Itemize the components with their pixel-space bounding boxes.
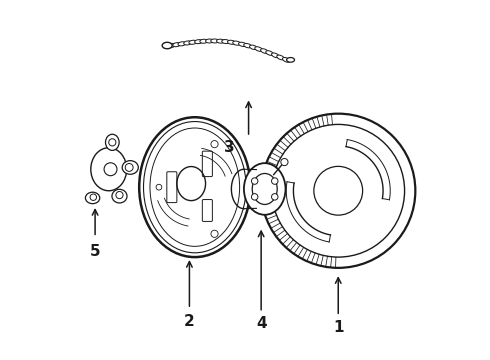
Circle shape xyxy=(271,194,278,200)
Ellipse shape xyxy=(206,39,214,43)
Text: 2: 2 xyxy=(184,314,195,329)
Ellipse shape xyxy=(162,42,172,49)
Ellipse shape xyxy=(122,161,138,174)
Ellipse shape xyxy=(244,44,251,48)
Circle shape xyxy=(281,158,288,166)
Text: 1: 1 xyxy=(333,320,343,334)
Ellipse shape xyxy=(266,51,273,55)
Ellipse shape xyxy=(222,40,230,44)
Text: 4: 4 xyxy=(256,316,267,331)
Ellipse shape xyxy=(189,40,197,44)
Ellipse shape xyxy=(173,42,181,47)
Ellipse shape xyxy=(261,49,268,53)
Text: 5: 5 xyxy=(90,244,100,259)
Ellipse shape xyxy=(195,40,202,44)
Ellipse shape xyxy=(168,44,175,48)
Ellipse shape xyxy=(85,192,100,204)
Ellipse shape xyxy=(283,58,290,62)
Ellipse shape xyxy=(244,163,286,215)
Ellipse shape xyxy=(271,53,279,58)
Ellipse shape xyxy=(105,134,119,150)
Ellipse shape xyxy=(178,42,186,46)
Ellipse shape xyxy=(255,47,262,51)
Ellipse shape xyxy=(200,39,208,43)
Ellipse shape xyxy=(239,42,246,46)
Circle shape xyxy=(271,178,278,184)
Ellipse shape xyxy=(287,58,294,62)
Ellipse shape xyxy=(211,39,219,43)
Text: 3: 3 xyxy=(223,140,234,155)
Ellipse shape xyxy=(217,39,224,43)
Ellipse shape xyxy=(91,148,126,191)
Circle shape xyxy=(251,194,258,200)
Ellipse shape xyxy=(249,45,257,50)
Ellipse shape xyxy=(227,40,235,44)
Ellipse shape xyxy=(184,41,192,45)
Ellipse shape xyxy=(112,189,127,203)
Ellipse shape xyxy=(233,41,241,45)
Circle shape xyxy=(251,178,258,184)
Ellipse shape xyxy=(277,55,284,60)
